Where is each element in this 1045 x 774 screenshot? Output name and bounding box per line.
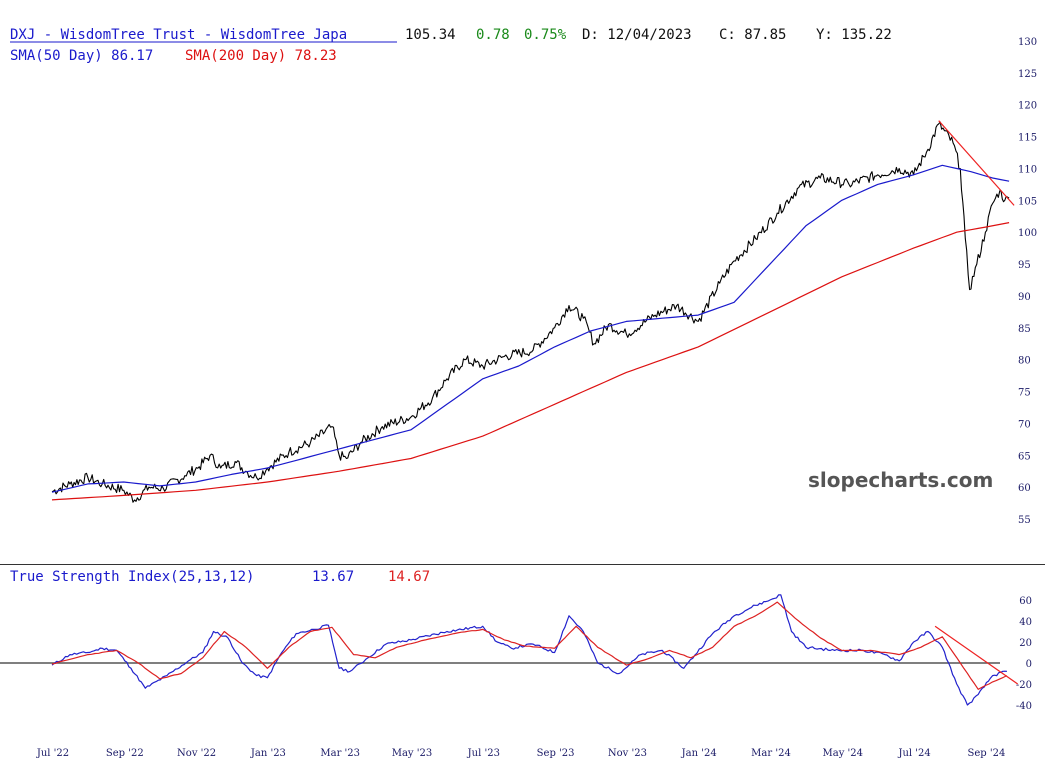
price-y-tick-label: 80 — [1018, 356, 1031, 367]
price-y-tick-label: 65 — [1018, 451, 1031, 462]
tsi-series-trendline — [934, 625, 1019, 685]
price-y-axis: 55 60 65 70 75 80 85 90 95 100 105 110 115 120 125 130 — [1018, 37, 1037, 526]
tsi-y-tick-label: 20 — [1019, 638, 1032, 649]
x-tick-label: Nov '22 — [177, 748, 216, 759]
x-tick-label: Sep '22 — [106, 748, 144, 759]
price-y-tick-label: 120 — [1018, 101, 1037, 112]
tsi-legend: True Strength Index(25,13,12) — [10, 569, 254, 585]
price-y-tick-label: 60 — [1018, 483, 1031, 494]
x-tick-label: Jan '23 — [250, 748, 286, 759]
close-readout: C: 87.85 — [719, 27, 786, 43]
price-series-sma-50-day- — [51, 164, 1010, 493]
x-tick-label: Jul '22 — [36, 748, 69, 759]
date-readout: D: 12/04/2023 — [582, 27, 692, 43]
price-change-pct: 0.75% — [524, 27, 567, 43]
price-y-tick-label: 105 — [1018, 196, 1037, 207]
price-y-tick-label: 55 — [1018, 515, 1031, 526]
watermark: slopecharts.com — [808, 468, 993, 492]
price-y-tick-label: 115 — [1018, 133, 1037, 144]
x-tick-label: Jul '24 — [897, 748, 930, 759]
x-tick-label: Nov '23 — [608, 748, 647, 759]
price-y-tick-label: 110 — [1018, 164, 1037, 175]
price-y-tick-label: 95 — [1018, 260, 1031, 271]
price-y-tick-label: 85 — [1018, 324, 1031, 335]
tsi-y-tick-label: 60 — [1019, 596, 1032, 607]
price-y-tick-label: 125 — [1018, 69, 1037, 80]
tsi-y-tick-label: -40 — [1016, 701, 1032, 712]
price-series-dxj — [51, 121, 1010, 503]
tsi-signal-value: 14.67 — [388, 569, 430, 585]
x-tick-label: May '23 — [392, 748, 433, 759]
price-series-sma-200-day- — [51, 222, 1010, 501]
price-y-tick-label: 70 — [1018, 419, 1031, 430]
tsi-y-tick-label: 40 — [1019, 617, 1032, 628]
x-axis: Jul '22 Sep '22 Nov '22 Jan '23 Mar '23 May '… — [36, 748, 1005, 759]
tsi-y-tick-label: -20 — [1016, 680, 1032, 691]
x-tick-label: Sep '24 — [967, 748, 1005, 759]
tsi-series-group — [51, 594, 1019, 706]
x-tick-label: Jan '24 — [681, 748, 717, 759]
tsi-y-tick-label: 0 — [1026, 659, 1032, 670]
price-series-trendline — [938, 120, 1015, 206]
x-tick-label: May '24 — [823, 748, 864, 759]
x-tick-label: Sep '23 — [537, 748, 575, 759]
last-price: 105.34 — [405, 27, 456, 43]
price-series-group — [51, 120, 1015, 503]
x-tick-label: Mar '23 — [320, 748, 360, 759]
year-readout: Y: 135.22 — [816, 27, 892, 43]
sma200-legend: SMA(200 Day) 78.23 — [185, 48, 337, 64]
price-y-tick-label: 75 — [1018, 388, 1031, 399]
tsi-value: 13.67 — [312, 569, 354, 585]
x-tick-label: Mar '24 — [751, 748, 791, 759]
price-change: 0.78 — [476, 27, 510, 43]
symbol-title[interactable]: DXJ - WisdomTree Trust - WisdomTree Japa — [10, 27, 347, 43]
sma50-legend: SMA(50 Day) 86.17 — [10, 48, 153, 64]
price-y-tick-label: 100 — [1018, 228, 1037, 239]
price-y-tick-label: 130 — [1018, 37, 1037, 48]
tsi-y-axis: -40 -20 0 20 40 60 — [1016, 596, 1032, 712]
tsi-series-tsi — [51, 594, 1007, 706]
price-y-tick-label: 90 — [1018, 292, 1031, 303]
x-tick-label: Jul '23 — [467, 748, 500, 759]
tsi-series-signal — [51, 601, 1008, 690]
